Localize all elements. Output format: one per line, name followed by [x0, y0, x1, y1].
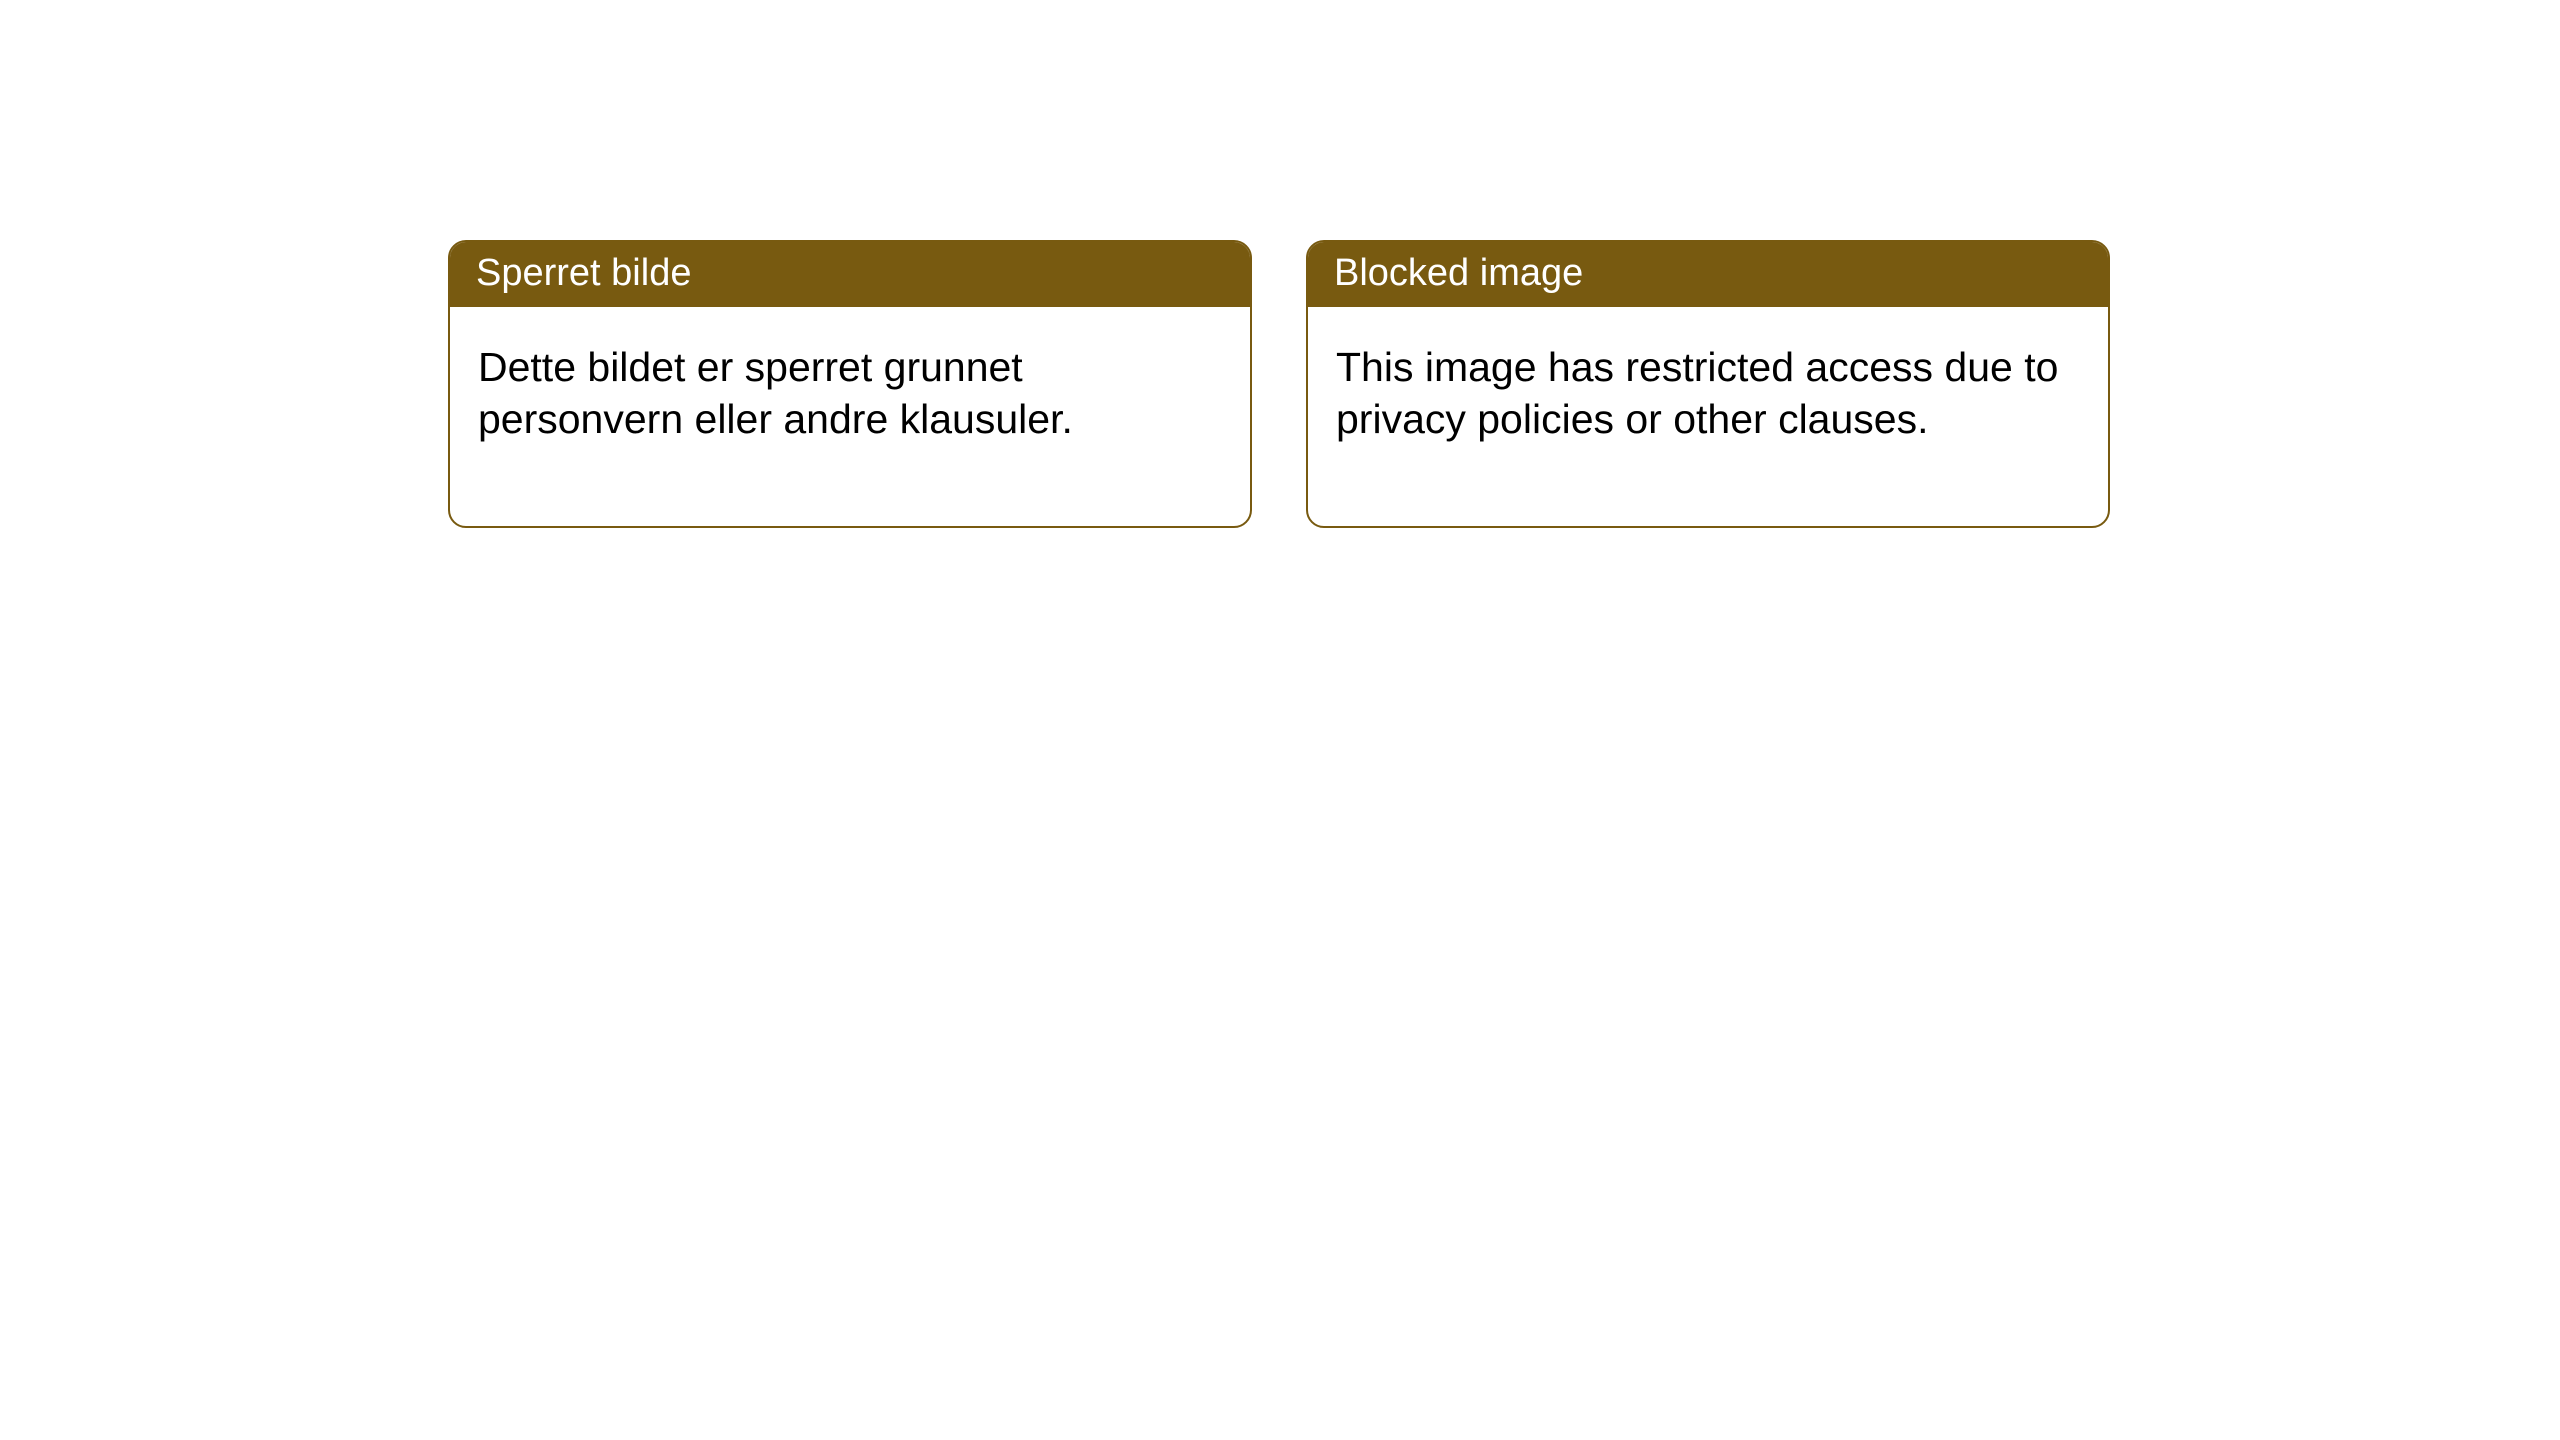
notice-card-english: Blocked image This image has restricted …: [1306, 240, 2110, 528]
card-header: Sperret bilde: [450, 242, 1250, 307]
card-body-text: This image has restricted access due to …: [1336, 344, 2058, 442]
card-body: This image has restricted access due to …: [1308, 307, 2108, 526]
notice-cards-container: Sperret bilde Dette bildet er sperret gr…: [0, 0, 2560, 528]
card-body-text: Dette bildet er sperret grunnet personve…: [478, 344, 1073, 442]
card-title: Blocked image: [1334, 252, 1583, 294]
notice-card-norwegian: Sperret bilde Dette bildet er sperret gr…: [448, 240, 1252, 528]
card-body: Dette bildet er sperret grunnet personve…: [450, 307, 1250, 526]
card-header: Blocked image: [1308, 242, 2108, 307]
card-title: Sperret bilde: [476, 252, 691, 294]
